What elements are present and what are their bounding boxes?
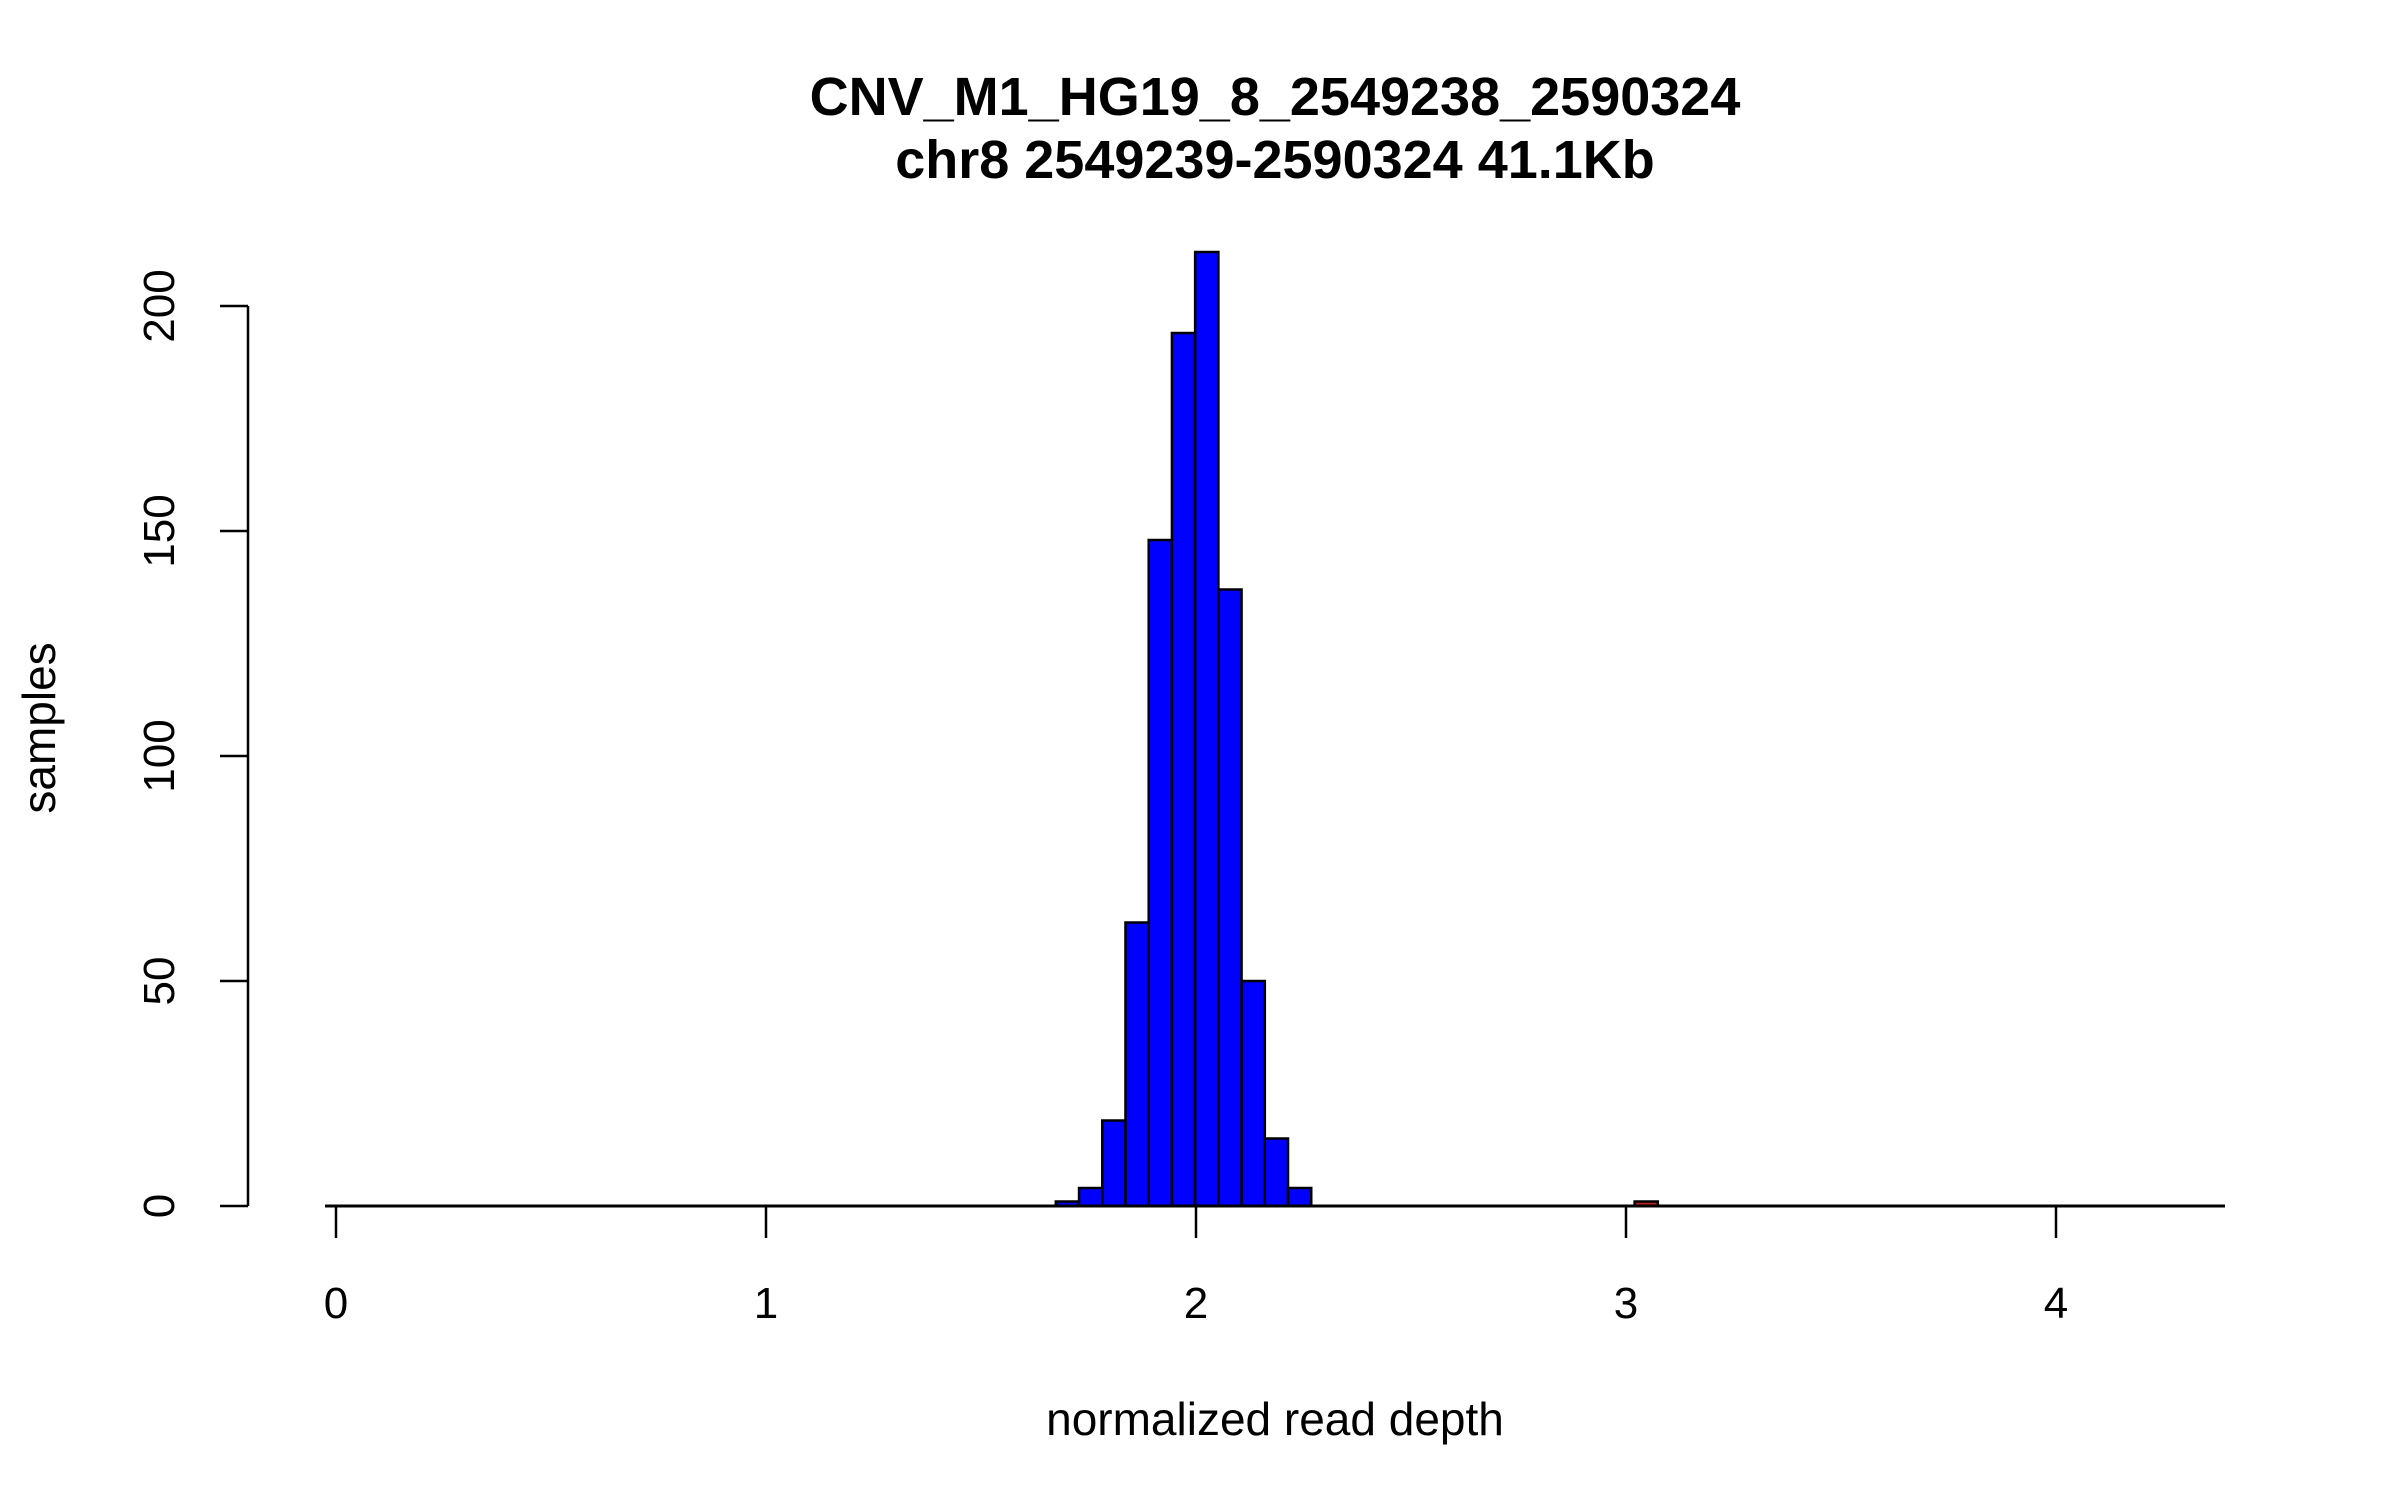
histogram-bars — [1054, 250, 1660, 1208]
histogram-bar — [1170, 331, 1197, 1208]
histogram-bar — [1077, 1186, 1104, 1208]
histogram-bar — [1286, 1186, 1313, 1208]
x-tick-label: 3 — [1614, 1279, 1638, 1328]
chart-subtitle: chr8 2549239-2590324 41.1Kb — [895, 130, 1655, 190]
histogram-bar — [1147, 538, 1174, 1208]
y-tick-label: 200 — [135, 269, 184, 342]
histogram-bar — [1263, 1137, 1290, 1208]
histogram-bar — [1124, 921, 1150, 1208]
x-tick-label: 1 — [754, 1279, 778, 1328]
chart-title: CNV_M1_HG19_8_2549238_2590324 — [810, 67, 1741, 127]
x-axis-label: normalized read depth — [1046, 1393, 1504, 1445]
x-tick-label: 0 — [324, 1279, 348, 1328]
y-tick-label: 0 — [135, 1194, 184, 1218]
histogram-bar — [1101, 1119, 1127, 1208]
histogram-bar — [1193, 250, 1220, 1208]
histogram-bar — [1240, 979, 1267, 1208]
y-tick-label: 50 — [135, 957, 184, 1006]
x-tick-label: 4 — [2044, 1279, 2068, 1328]
y-axis-label: samples — [13, 642, 65, 813]
histogram-bar — [1217, 588, 1243, 1208]
y-tick-label: 150 — [135, 494, 184, 567]
y-axis: 0 50 100 150 200 — [135, 269, 250, 1218]
x-axis: 0 1 2 3 4 — [324, 1206, 2068, 1328]
x-tick-label: 2 — [1184, 1279, 1208, 1328]
y-tick-label: 100 — [135, 719, 184, 792]
